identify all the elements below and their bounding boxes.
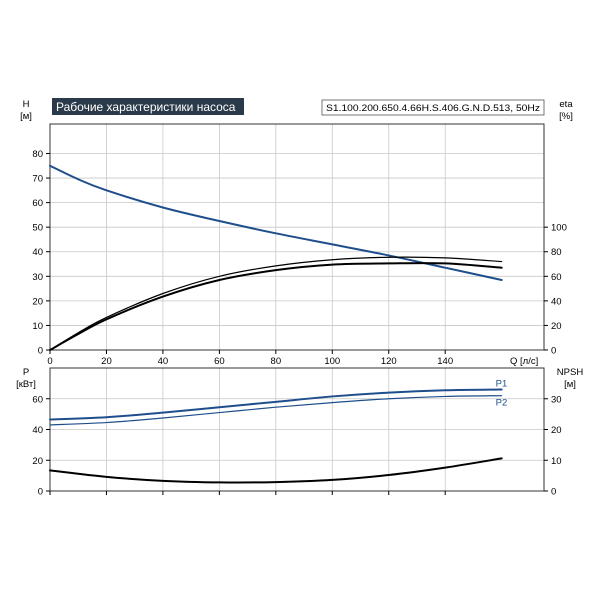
y-tick-label: 60 <box>32 198 43 209</box>
y-axis-label: [кВт] <box>16 379 36 390</box>
y2-tick-label: 40 <box>551 296 562 307</box>
y2-tick-label: 30 <box>551 394 562 405</box>
title-background <box>52 98 244 115</box>
y-tick-label: 10 <box>32 321 43 332</box>
y-tick-label: 40 <box>32 425 43 436</box>
y2-axis-label: [м] <box>564 379 576 390</box>
series-line-p2 <box>49 395 503 426</box>
x-tick-label: 140 <box>437 356 453 367</box>
y2-axis-label: NPSH <box>557 367 584 378</box>
x-tick-label: 60 <box>214 356 225 367</box>
y2-tick-label: 0 <box>551 487 556 498</box>
y2-axis-label: eta <box>559 99 573 110</box>
series-label-p1: P1 <box>496 379 508 390</box>
y-tick-label: 0 <box>38 487 43 498</box>
x-tick-label: 100 <box>324 356 340 367</box>
y-tick-label: 0 <box>38 346 43 357</box>
y-tick-label: 50 <box>32 223 43 234</box>
model-label: S1.100.200.650.4.66H.S.406.G.N.D.513, 50… <box>326 103 540 114</box>
y-tick-label: 20 <box>32 456 43 467</box>
y2-tick-label: 20 <box>551 321 562 332</box>
y-axis-label: [м] <box>20 111 32 122</box>
y2-tick-label: 60 <box>551 272 562 283</box>
y-tick-label: 20 <box>32 296 43 307</box>
y-tick-label: 40 <box>32 247 43 258</box>
y2-tick-label: 0 <box>551 346 556 357</box>
y-tick-label: 70 <box>32 174 43 185</box>
series-label-p2: P2 <box>496 398 508 409</box>
series-line-eta1 <box>49 256 503 351</box>
x-tick-label: 80 <box>271 356 282 367</box>
power-npsh-plot: 0 20 40 60 0 10 20 30 P[кВт] NPSH[м] P1 P2 <box>16 367 583 498</box>
series-line-eta2 <box>49 262 503 351</box>
x-tick-label: 40 <box>158 356 169 367</box>
chart-title: Рабочие характеристики насоса <box>56 100 236 114</box>
head-efficiency-plot: 0 10 20 30 40 50 60 70 80 0 20 40 60 80 100 0 20 40 60 80 10… <box>20 99 573 367</box>
plot-frame <box>49 123 545 351</box>
x-tick-label: 20 <box>101 356 112 367</box>
x-tick-label: 120 <box>381 356 397 367</box>
y2-axis-label: [%] <box>559 111 573 122</box>
series-line-npsh <box>49 457 503 484</box>
model-label-box <box>321 99 545 116</box>
y2-tick-label: 80 <box>551 247 562 258</box>
x-axis-label: Q [л/с] <box>510 356 538 367</box>
series-line-h <box>49 164 503 281</box>
y-axis-label: P <box>23 367 29 378</box>
series-line-p1 <box>49 388 503 421</box>
y2-tick-label: 100 <box>551 223 567 234</box>
y2-tick-label: 20 <box>551 425 562 436</box>
y-tick-label: 30 <box>32 272 43 283</box>
y2-tick-label: 10 <box>551 456 562 467</box>
x-tick-label: 0 <box>47 356 52 367</box>
y-axis-label: H <box>23 99 30 110</box>
y-tick-label: 80 <box>32 149 43 160</box>
y-tick-label: 60 <box>32 394 43 405</box>
